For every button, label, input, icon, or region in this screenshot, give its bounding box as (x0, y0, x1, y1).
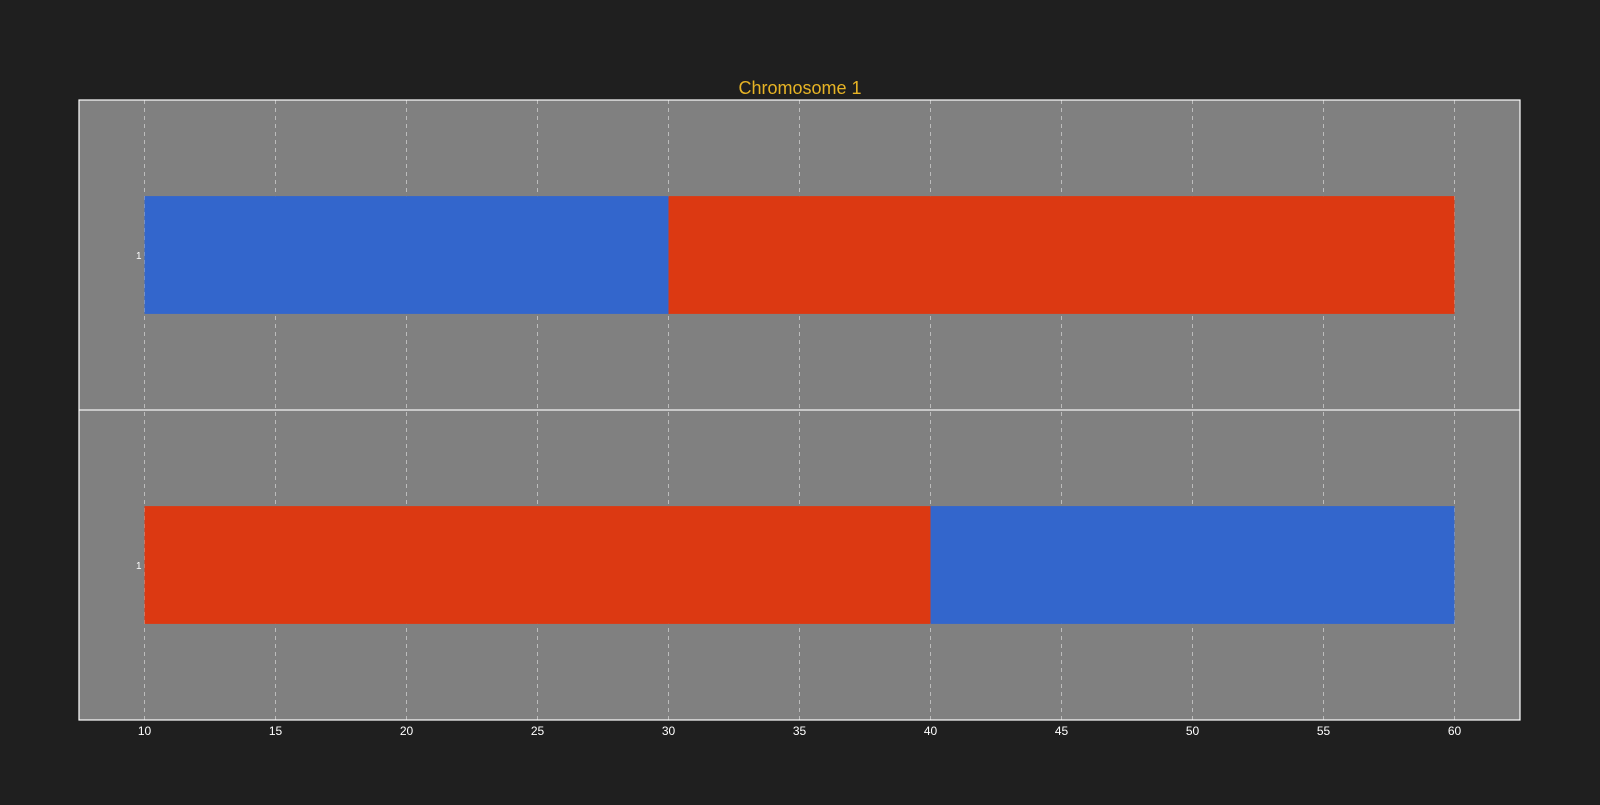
x-tick-label: 30 (662, 724, 676, 738)
x-tick-label: 25 (531, 724, 545, 738)
bar-segment (144, 196, 669, 314)
x-tick-label: 15 (269, 724, 283, 738)
track-label: 1 (136, 251, 142, 262)
x-tick-label: 50 (1186, 724, 1200, 738)
x-tick-label: 20 (400, 724, 414, 738)
bar-segment (930, 506, 1455, 624)
bar-segment (668, 196, 1455, 314)
x-tick-label: 55 (1317, 724, 1331, 738)
chart-title: Chromosome 1 (738, 78, 861, 98)
bar-segment (144, 506, 931, 624)
track-label: 1 (136, 561, 142, 572)
plot-border (78, 99, 1521, 721)
x-tick-label: 45 (1055, 724, 1069, 738)
x-tick-label: 10 (138, 724, 152, 738)
x-tick-label: 60 (1448, 724, 1462, 738)
x-tick-label: 35 (793, 724, 807, 738)
x-tick-label: 40 (924, 724, 938, 738)
